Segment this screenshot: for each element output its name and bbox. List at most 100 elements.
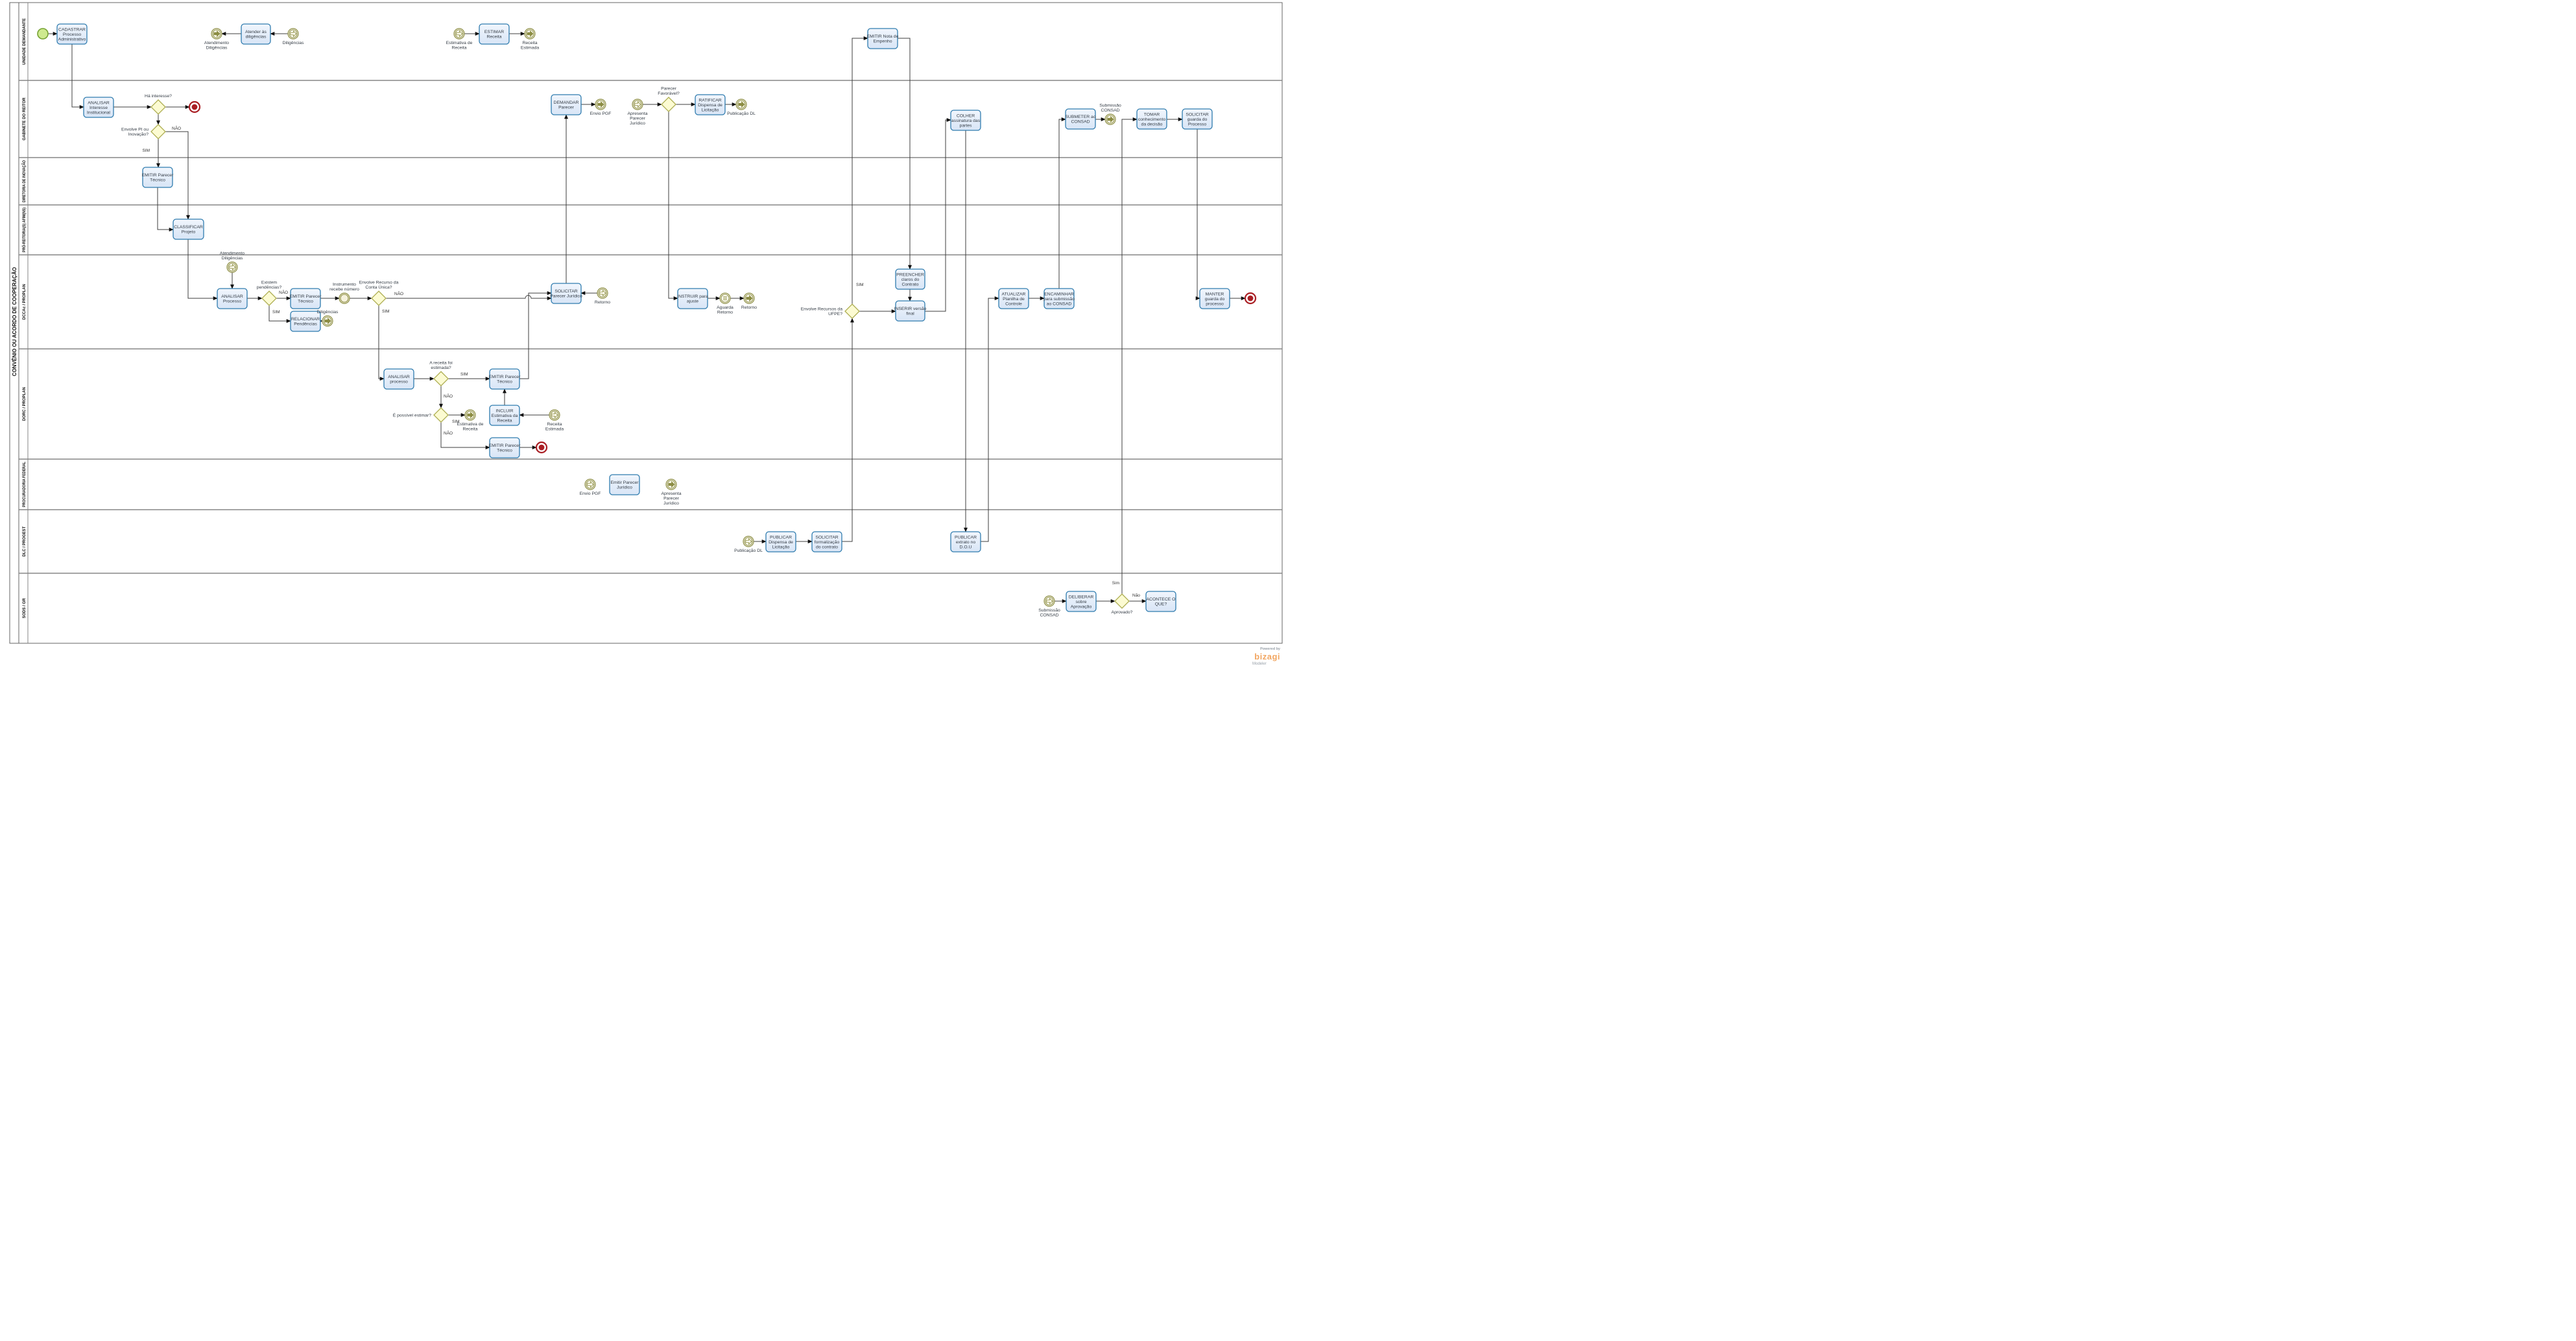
event-apresenta-parecer-throw[interactable] <box>665 479 677 490</box>
event-publicacao-dl-catch[interactable] <box>743 536 754 547</box>
event-diligencias-throw[interactable] <box>322 315 333 327</box>
task-incluir-estimativa[interactable] <box>489 405 520 426</box>
event-diligencias-catch[interactable] <box>287 28 299 40</box>
lane-label-7: DLC / PROGEST <box>23 526 27 556</box>
task-colher-assinatura[interactable] <box>950 110 981 131</box>
event-atendimento-diligencias-catch[interactable] <box>226 261 238 273</box>
gateway-ha-interesse[interactable] <box>150 99 166 115</box>
task-inserir-versao-final[interactable] <box>895 300 925 322</box>
flow-classificar-analisar[interactable] <box>187 239 218 300</box>
flow-encaminhar-submeter[interactable] <box>1058 117 1066 289</box>
flow-gwufpe-sim-nota[interactable] <box>852 36 868 304</box>
end-event-nao-estimavel[interactable] <box>535 441 548 454</box>
task-ratificar-dispensa[interactable] <box>695 94 726 115</box>
end-event-sem-interesse[interactable] <box>188 101 201 113</box>
event-submissao-consad-catch[interactable] <box>1044 595 1055 607</box>
task-analisar-processo-dorc[interactable] <box>383 368 414 390</box>
task-cadastrar-processo[interactable] <box>56 23 88 45</box>
flow-gwaprovado-sim[interactable] <box>1121 117 1138 594</box>
task-deliberar-aprovacao[interactable] <box>1066 591 1097 612</box>
gateway-parecer-favoravel[interactable] <box>661 97 676 112</box>
flow-gwpossivel-nao[interactable] <box>440 422 490 449</box>
lane-label-5: DORC / PROPLAN <box>23 387 27 421</box>
node-label: Submissão CONSAD <box>1038 608 1060 618</box>
task-emitir-parecer-dorc-1[interactable] <box>489 368 520 390</box>
task-publicar-extrato-dou[interactable] <box>950 531 981 552</box>
task-preencher-claros[interactable] <box>895 268 925 290</box>
flow-nota-preencher[interactable] <box>898 38 912 270</box>
task-tomar-conhecimento[interactable] <box>1136 108 1167 130</box>
task-label: EMITIR Parecer Técnico <box>489 375 521 385</box>
task-label: ANALISAR processo <box>388 375 410 385</box>
event-instrumento-numero[interactable] <box>339 292 350 304</box>
flow-emitirdi-classificar[interactable] <box>157 187 174 231</box>
flow-cadastrar-analisar[interactable] <box>71 44 84 109</box>
task-atualizar-planilha[interactable] <box>998 288 1029 309</box>
node-label: Retorno <box>595 300 610 305</box>
task-emitir-parecer-inovacao[interactable] <box>142 167 173 188</box>
gateway-envolve-pi[interactable] <box>150 124 166 139</box>
task-solicitar-guarda[interactable] <box>1182 108 1213 130</box>
node-label: Envio PGF <box>590 112 612 116</box>
task-encaminhar-consad[interactable] <box>1044 288 1075 309</box>
task-solicitar-parecer-juridico[interactable] <box>551 283 582 304</box>
task-label: SOLICITAR Parecer Jurídico <box>550 289 582 299</box>
event-aguarda-retorno[interactable] <box>719 292 731 304</box>
gateway-receita-estimada[interactable] <box>433 371 449 386</box>
flow-label: Sim <box>1112 581 1119 586</box>
task-relacionar-pendencias[interactable] <box>290 311 321 332</box>
event-envio-pgf-catch[interactable] <box>584 479 596 490</box>
flow-emitirdorc-solicitar[interactable] <box>519 291 552 379</box>
task-emitir-parecer-dcca[interactable] <box>290 288 321 309</box>
flow-extrato-atualizar[interactable] <box>981 296 999 542</box>
task-emitir-nota-empenho[interactable] <box>867 28 898 49</box>
event-receita-estimada-catch[interactable] <box>549 409 560 421</box>
flow-solicitarg-manter[interactable] <box>1195 129 1200 300</box>
event-estimativa-receita-throw[interactable] <box>464 409 476 421</box>
start-event[interactable] <box>37 28 49 40</box>
task-emitir-parecer-dorc-2[interactable] <box>489 437 520 458</box>
flow-gwpend-sim[interactable] <box>268 305 291 323</box>
event-retorno-throw[interactable] <box>743 292 755 304</box>
event-envio-pgf-throw[interactable] <box>595 99 606 110</box>
gateway-possivel-estimar[interactable] <box>433 407 449 423</box>
flow-formalizacao-gwufpe[interactable] <box>842 318 854 542</box>
event-retorno-catch[interactable] <box>597 287 608 299</box>
flow-gwpi-nao[interactable] <box>165 131 190 220</box>
event-receita-estimada-throw[interactable] <box>524 28 536 40</box>
task-solicitar-formalizacao[interactable] <box>811 531 842 552</box>
task-analisar-processo-dcca[interactable] <box>217 288 248 309</box>
flow-gwconta-sim[interactable] <box>378 305 385 381</box>
task-label: COLHER assinatura das partes <box>951 113 981 128</box>
end-event-processo-final[interactable] <box>1244 292 1257 305</box>
task-emitir-parecer-juridico[interactable] <box>609 474 640 495</box>
gateway-existem-pendencias[interactable] <box>261 291 277 306</box>
flow-label: NÃO <box>394 291 403 296</box>
task-manter-guarda[interactable] <box>1199 288 1230 309</box>
event-publicacao-dl-throw[interactable] <box>735 99 747 110</box>
event-submissao-consad-throw[interactable] <box>1104 113 1116 125</box>
sequence-flows: NÃO SIM NÃO SIM NÃO SIM SIM NÃO SIM NÃO SIM Sim Não <box>48 32 1246 603</box>
event-apresenta-parecer-catch[interactable] <box>632 99 643 110</box>
gateway-envolve-conta-unica[interactable] <box>371 291 387 306</box>
task-demandar-parecer[interactable] <box>551 94 582 115</box>
lane-label-3: PRÓ-REITORIA(S) AFIM(NS) <box>21 208 27 252</box>
task-classificar-projeto[interactable] <box>173 219 204 240</box>
flow-gwfav-instruir[interactable] <box>668 112 678 300</box>
task-analisar-interesse[interactable] <box>83 97 114 118</box>
flow-label: NÃO <box>444 393 453 399</box>
event-atendimento-diligencias-throw[interactable] <box>211 28 222 40</box>
node-label: Envolve Recurso da Conta Única? <box>359 281 399 291</box>
task-instruir-ajuste[interactable] <box>677 288 708 309</box>
flow-inserir-colher[interactable] <box>925 118 951 312</box>
gateway-envolve-recursos-ufpe[interactable] <box>844 303 860 319</box>
task-atender-diligencias[interactable] <box>241 23 271 45</box>
task-acontece-o-que[interactable] <box>1145 591 1176 612</box>
task-submeter-consad[interactable] <box>1065 108 1096 130</box>
event-estimativa-receita-catch[interactable] <box>453 28 465 40</box>
gateway-aprovado[interactable] <box>1114 593 1130 609</box>
task-publicar-dispensa[interactable] <box>765 531 796 552</box>
task-estimar-receita[interactable] <box>479 23 510 45</box>
node-label: Existem pendências? <box>257 281 282 291</box>
flow-nodes: CADASTRAR Processo Administrativo Atendimen… <box>37 23 1257 618</box>
